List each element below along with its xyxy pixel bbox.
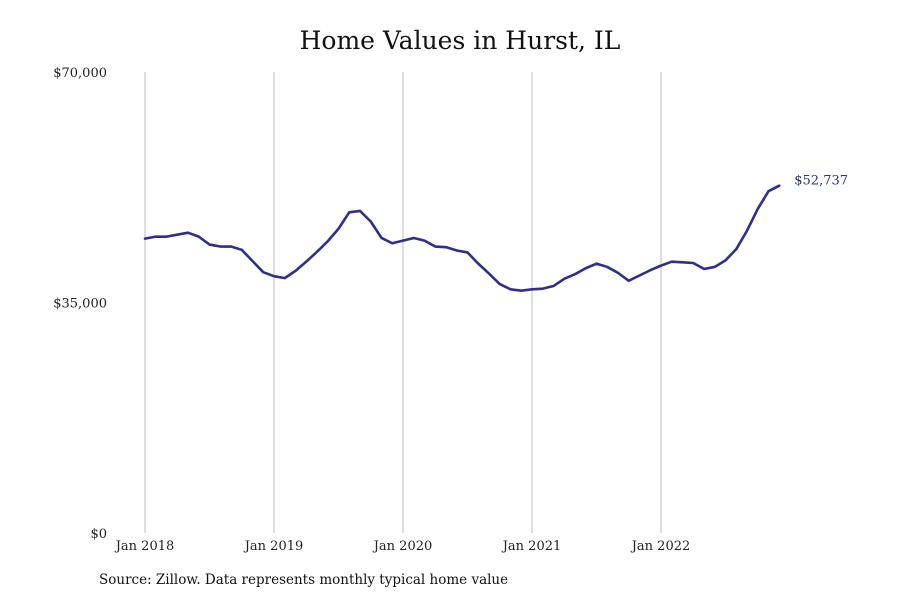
x-tick-label: Jan 2020 <box>372 539 433 554</box>
x-tick-label: Jan 2021 <box>501 539 562 554</box>
y-axis-ticks: $0 $35,000 $70,000 <box>53 66 107 542</box>
x-axis-ticks: Jan 2018 Jan 2019 Jan 2020 Jan 2021 Jan 2022 <box>114 539 691 554</box>
y-tick-label: $0 <box>90 527 107 542</box>
series-layer: $52,737 <box>143 174 848 292</box>
source-note: Source: Zillow. Data represents monthly … <box>99 572 509 588</box>
gridlines <box>144 72 662 533</box>
x-tick-label: Jan 2019 <box>243 539 304 554</box>
x-tick-label: Jan 2018 <box>114 539 175 554</box>
end-value-label: $52,737 <box>794 174 848 189</box>
chart-title: Home Values in Hurst, IL <box>299 26 621 55</box>
y-tick-label: $70,000 <box>53 66 107 81</box>
y-tick-label: $35,000 <box>53 297 107 312</box>
x-tick-label: Jan 2022 <box>630 539 691 554</box>
series-line <box>143 184 781 292</box>
